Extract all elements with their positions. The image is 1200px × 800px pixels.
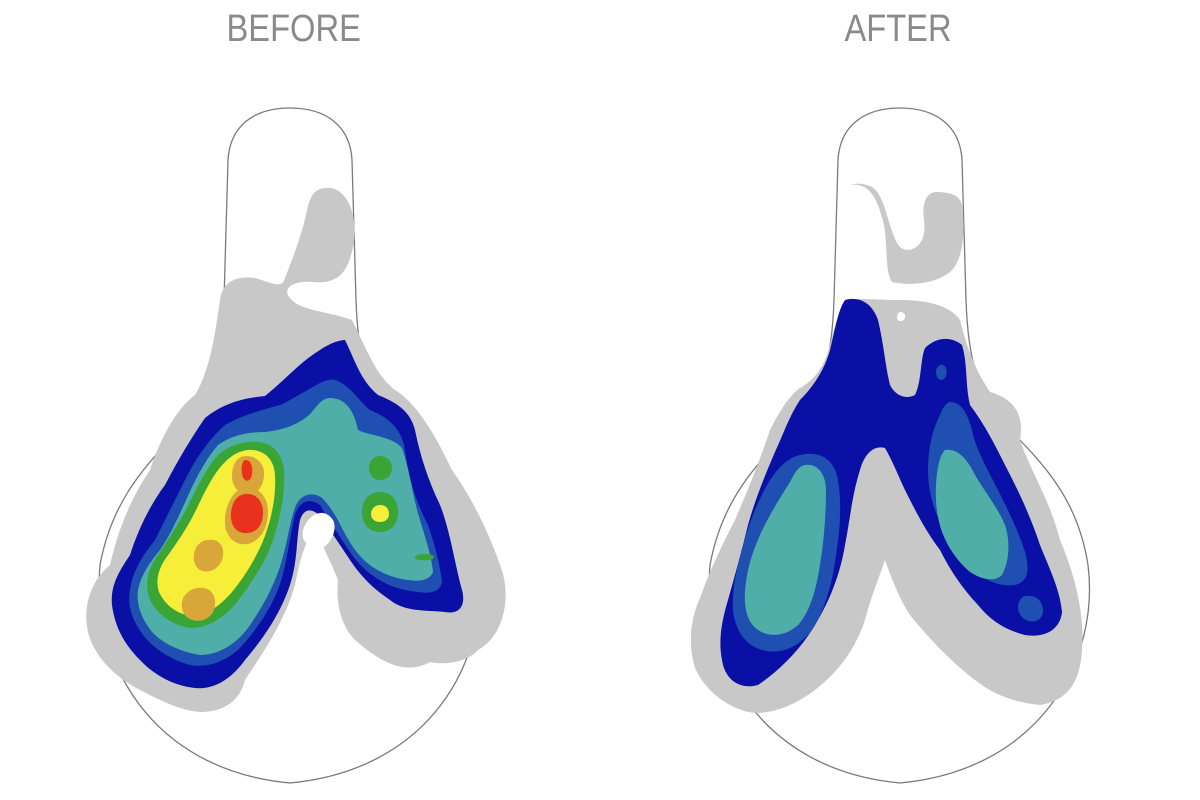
before-red-zone-mid bbox=[230, 493, 264, 534]
before-center-gap bbox=[302, 512, 335, 549]
after-saddle-map bbox=[690, 107, 1091, 784]
after-teal-zone-right bbox=[935, 449, 1009, 580]
before-title: BEFORE bbox=[226, 8, 361, 50]
after-title: AFTER bbox=[844, 8, 952, 50]
after-teal-zone-left bbox=[744, 464, 826, 635]
after-blue-spot-bottom bbox=[1018, 595, 1044, 622]
before-saddle-map bbox=[86, 107, 506, 784]
after-blue-spot-top bbox=[936, 364, 947, 380]
before-red-zone-top bbox=[241, 460, 253, 481]
before-orange-zone-low bbox=[193, 539, 224, 572]
before-orange-zone-bottom bbox=[181, 587, 216, 621]
after-white-hole bbox=[896, 312, 906, 322]
before-yellow-dot bbox=[371, 505, 389, 522]
before-green-small-spot bbox=[414, 553, 434, 561]
before-green-dot-upper bbox=[369, 456, 392, 480]
